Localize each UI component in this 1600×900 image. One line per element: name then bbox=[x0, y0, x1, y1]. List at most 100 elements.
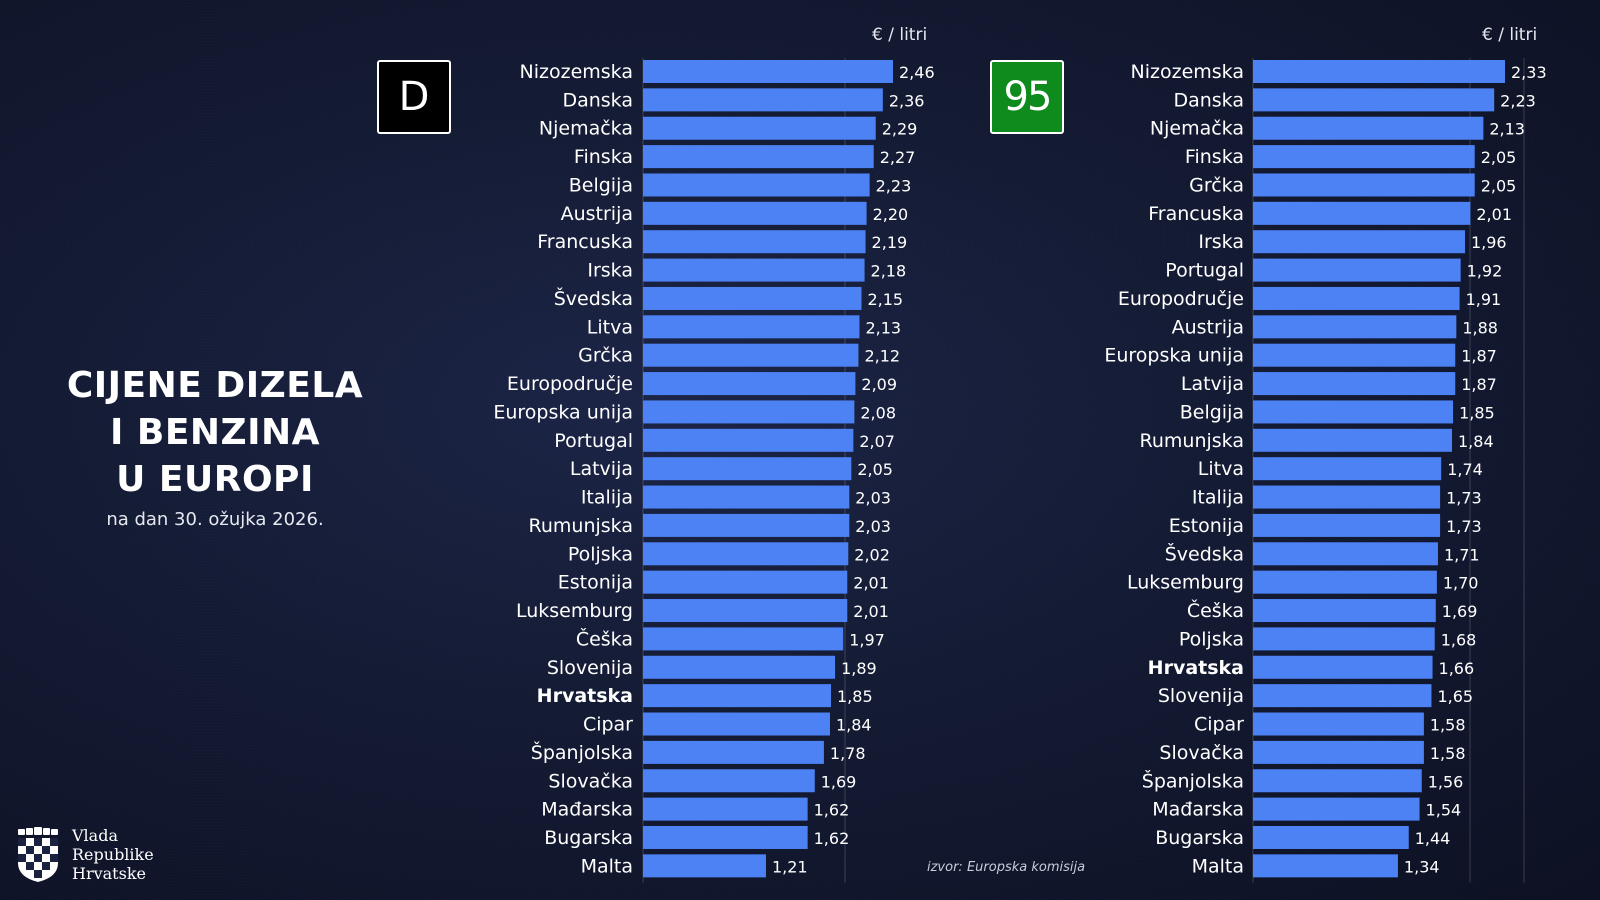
source-note: izvor: Europska komisija bbox=[927, 860, 1086, 875]
diesel-category-label-9: Litva bbox=[587, 316, 633, 338]
petrol-category-label-0: Nizozemska bbox=[1131, 61, 1244, 83]
petrol-value-label-13: 1,84 bbox=[1458, 432, 1494, 451]
diesel-category-label-1: Danska bbox=[562, 89, 633, 111]
petrol-bar-17 bbox=[1253, 542, 1438, 566]
diesel-bar-15 bbox=[643, 485, 850, 509]
diesel-category-label-3: Finska bbox=[574, 146, 633, 168]
diesel-category-label-15: Italija bbox=[581, 487, 633, 509]
petrol-category-label-17: Švedska bbox=[1165, 541, 1244, 565]
croatian-coat-of-arms-icon bbox=[18, 826, 58, 882]
petrol-category-label-23: Cipar bbox=[1194, 714, 1244, 736]
diesel-bar-1 bbox=[643, 88, 883, 112]
petrol-value-label-0: 2,33 bbox=[1511, 63, 1547, 82]
petrol-bar-20 bbox=[1253, 627, 1435, 651]
diesel-category-label-27: Bugarska bbox=[544, 827, 633, 849]
diesel-bar-23 bbox=[643, 712, 830, 736]
diesel-value-label-2: 2,29 bbox=[882, 120, 918, 139]
petrol-bar-9 bbox=[1253, 315, 1457, 339]
diesel-category-label-2: Njemačka bbox=[539, 118, 633, 140]
diesel-bar-18 bbox=[643, 570, 848, 594]
diesel-category-label-7: Irska bbox=[587, 260, 633, 282]
diesel-value-label-6: 2,19 bbox=[872, 233, 908, 252]
petrol-category-label-11: Latvija bbox=[1181, 373, 1244, 395]
petrol-category-label-28: Malta bbox=[1192, 855, 1244, 877]
petrol-category-label-10: Europska unija bbox=[1104, 345, 1244, 367]
diesel-category-label-23: Cipar bbox=[583, 714, 633, 736]
petrol-value-label-15: 1,73 bbox=[1446, 489, 1482, 508]
petrol-bar-8 bbox=[1253, 286, 1460, 310]
petrol-category-label-26: Mađarska bbox=[1152, 799, 1244, 821]
diesel-unit-label: € / litri bbox=[872, 25, 928, 45]
petrol-value-label-8: 1,91 bbox=[1466, 290, 1502, 309]
diesel-bar-19 bbox=[643, 599, 848, 623]
diesel-bar-22 bbox=[643, 684, 832, 708]
petrol-value-label-26: 1,54 bbox=[1426, 801, 1462, 820]
diesel-value-label-22: 1,85 bbox=[837, 687, 873, 706]
diesel-category-label-12: Europska unija bbox=[493, 401, 633, 423]
petrol-value-label-9: 1,88 bbox=[1462, 318, 1498, 337]
diesel-badge: D bbox=[377, 60, 451, 134]
title-line-1: CIJENE DIZELA bbox=[66, 365, 364, 406]
diesel-value-label-9: 2,13 bbox=[865, 318, 901, 337]
petrol-bar-27 bbox=[1253, 825, 1409, 849]
diesel-category-label-20: Češka bbox=[576, 626, 633, 650]
petrol-category-label-4: Grčka bbox=[1189, 174, 1244, 196]
petrol-value-label-28: 1,34 bbox=[1404, 857, 1440, 876]
petrol-category-label-25: Španjolska bbox=[1142, 768, 1244, 792]
petrol-category-label-20: Poljska bbox=[1179, 628, 1244, 650]
diesel-value-label-16: 2,03 bbox=[855, 517, 891, 536]
title-line-3: U EUROPI bbox=[116, 459, 314, 500]
diesel-bar-0 bbox=[643, 60, 893, 83]
diesel-category-label-11: Europodručje bbox=[507, 373, 633, 395]
petrol-bar-11 bbox=[1253, 372, 1456, 396]
diesel-value-label-10: 2,12 bbox=[864, 347, 900, 366]
petrol-category-label-3: Finska bbox=[1185, 146, 1244, 168]
diesel-category-label-14: Latvija bbox=[570, 458, 633, 480]
diesel-bar-17 bbox=[643, 542, 849, 566]
petrol-value-label-1: 2,23 bbox=[1500, 91, 1536, 110]
petrol-value-label-17: 1,71 bbox=[1444, 545, 1480, 564]
petrol-category-label-21: Hrvatska bbox=[1148, 657, 1244, 679]
diesel-category-label-22: Hrvatska bbox=[537, 685, 633, 707]
petrol-category-label-6: Irska bbox=[1198, 231, 1244, 253]
diesel-value-label-12: 2,08 bbox=[860, 403, 896, 422]
petrol-bar-28 bbox=[1253, 854, 1398, 878]
diesel-category-label-26: Mađarska bbox=[541, 799, 633, 821]
petrol-category-label-7: Portugal bbox=[1165, 260, 1244, 282]
petrol-value-label-22: 1,65 bbox=[1437, 687, 1473, 706]
petrol-category-label-13: Rumunjska bbox=[1140, 430, 1244, 452]
diesel-category-label-4: Belgija bbox=[569, 174, 633, 196]
diesel-category-label-28: Malta bbox=[581, 855, 633, 877]
diesel-value-label-18: 2,01 bbox=[853, 574, 889, 593]
diesel-bar-3 bbox=[643, 145, 874, 169]
diesel-category-label-10: Grčka bbox=[578, 345, 633, 367]
diesel-value-label-8: 2,15 bbox=[867, 290, 903, 309]
diesel-value-label-7: 2,18 bbox=[871, 262, 907, 281]
logo-line-2: Republike bbox=[72, 845, 154, 864]
diesel-category-label-21: Slovenija bbox=[547, 657, 633, 679]
petrol-category-label-18: Luksemburg bbox=[1127, 572, 1244, 594]
petrol-bar-18 bbox=[1253, 570, 1437, 594]
petrol-category-label-15: Italija bbox=[1192, 487, 1244, 509]
diesel-value-label-5: 2,20 bbox=[873, 205, 909, 224]
petrol-value-label-18: 1,70 bbox=[1443, 574, 1479, 593]
petrol-bar-14 bbox=[1253, 457, 1442, 481]
logo-line-3: Hrvatske bbox=[72, 864, 146, 883]
diesel-bar-27 bbox=[643, 825, 808, 849]
diesel-bar-11 bbox=[643, 372, 856, 396]
petrol-bar-16 bbox=[1253, 513, 1441, 537]
petrol-category-label-9: Austrija bbox=[1172, 316, 1244, 338]
diesel-category-label-19: Luksemburg bbox=[516, 600, 633, 622]
petrol-bar-24 bbox=[1253, 740, 1424, 764]
petrol-bar-6 bbox=[1253, 230, 1465, 254]
diesel-bar-10 bbox=[643, 343, 859, 367]
government-logo: Vlada Republike Hrvatske bbox=[16, 826, 154, 883]
petrol-category-label-27: Bugarska bbox=[1155, 827, 1244, 849]
petrol-bar-4 bbox=[1253, 173, 1475, 197]
petrol-category-label-1: Danska bbox=[1173, 89, 1244, 111]
diesel-bar-14 bbox=[643, 457, 852, 481]
petrol-bar-13 bbox=[1253, 428, 1453, 452]
diesel-category-label-6: Francuska bbox=[537, 231, 633, 253]
diesel-category-label-8: Švedska bbox=[554, 286, 633, 310]
